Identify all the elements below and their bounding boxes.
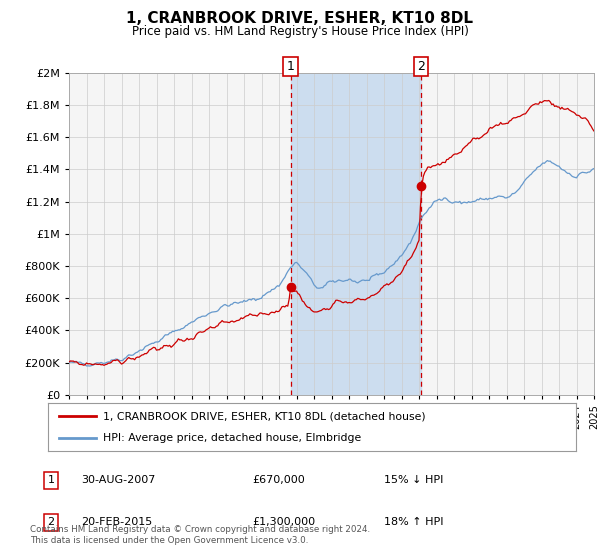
Text: 1: 1 xyxy=(287,60,295,73)
Text: £670,000: £670,000 xyxy=(252,475,305,485)
Text: 1, CRANBROOK DRIVE, ESHER, KT10 8DL: 1, CRANBROOK DRIVE, ESHER, KT10 8DL xyxy=(127,11,473,26)
Text: 20-FEB-2015: 20-FEB-2015 xyxy=(81,517,152,527)
Text: 2: 2 xyxy=(418,60,425,73)
Text: £1,300,000: £1,300,000 xyxy=(252,517,315,527)
Text: 1: 1 xyxy=(47,475,55,485)
Text: HPI: Average price, detached house, Elmbridge: HPI: Average price, detached house, Elmb… xyxy=(103,433,362,443)
Text: Contains HM Land Registry data © Crown copyright and database right 2024.
This d: Contains HM Land Registry data © Crown c… xyxy=(30,525,370,545)
Text: 30-AUG-2007: 30-AUG-2007 xyxy=(81,475,155,485)
Text: 15% ↓ HPI: 15% ↓ HPI xyxy=(384,475,443,485)
Text: 2: 2 xyxy=(47,517,55,527)
Text: Price paid vs. HM Land Registry's House Price Index (HPI): Price paid vs. HM Land Registry's House … xyxy=(131,25,469,38)
Text: 18% ↑ HPI: 18% ↑ HPI xyxy=(384,517,443,527)
Bar xyxy=(290,73,421,395)
Text: 1, CRANBROOK DRIVE, ESHER, KT10 8DL (detached house): 1, CRANBROOK DRIVE, ESHER, KT10 8DL (det… xyxy=(103,411,426,421)
